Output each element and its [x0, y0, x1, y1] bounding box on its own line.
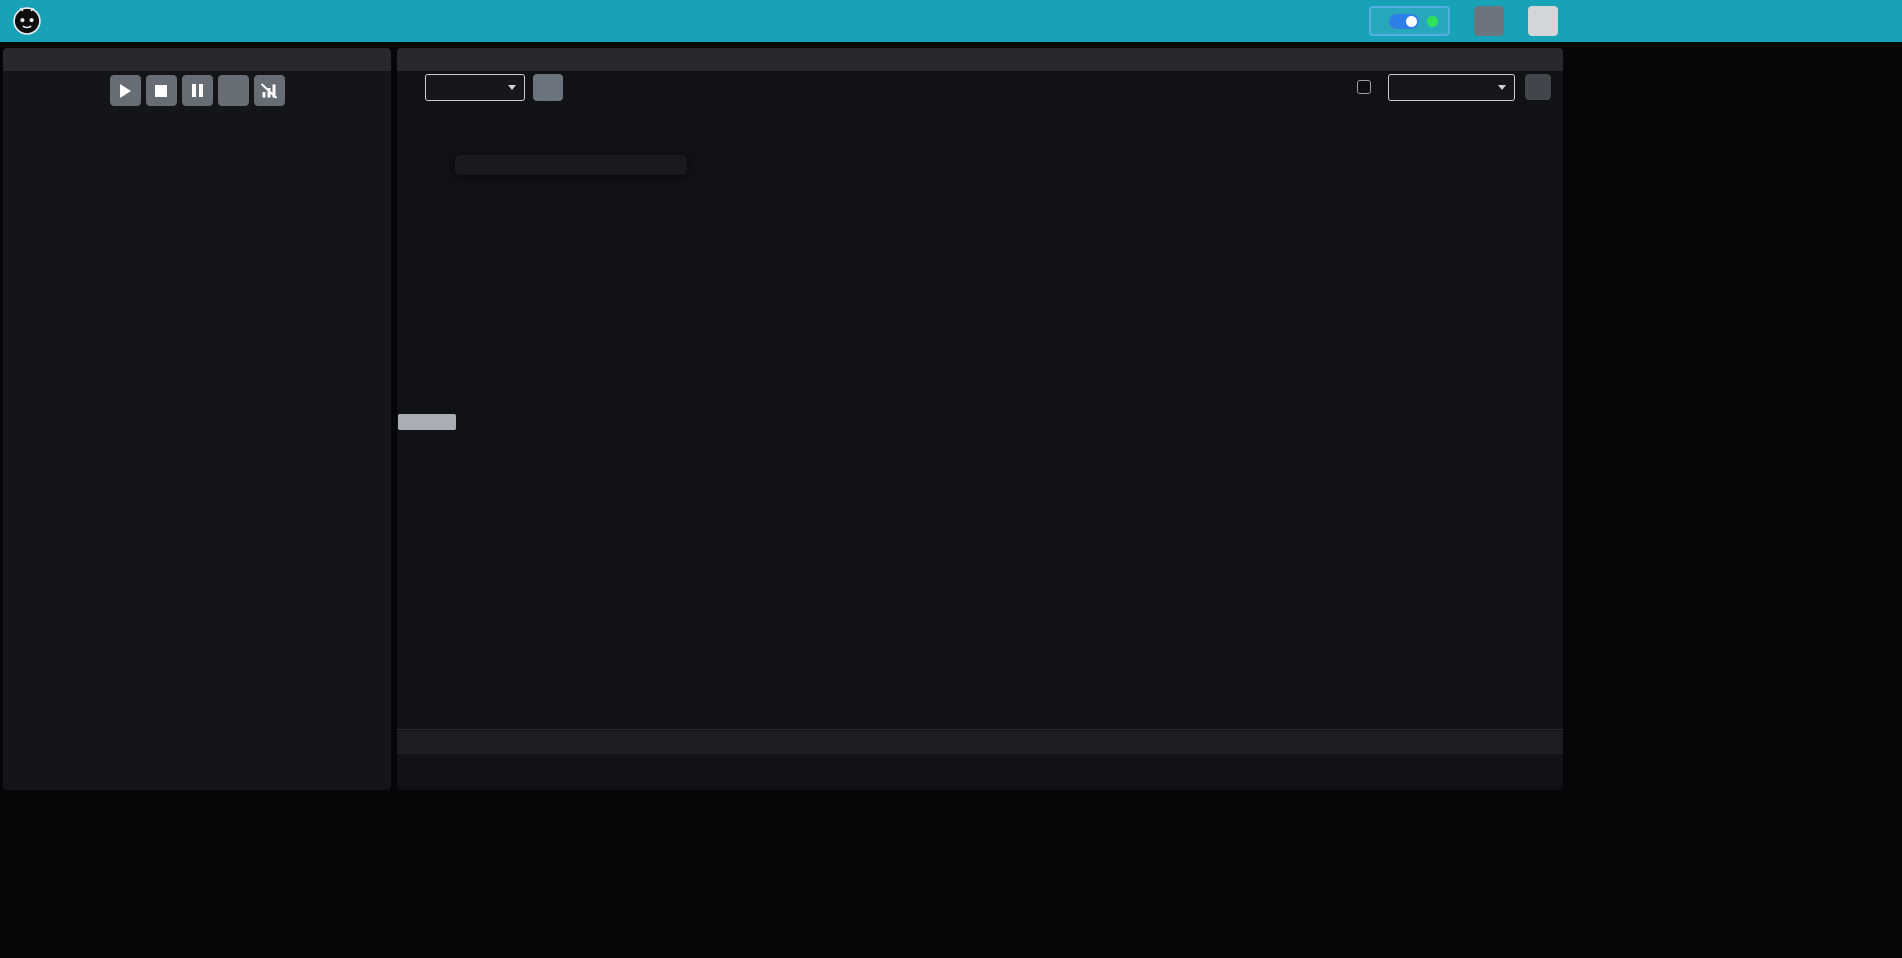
stop-button[interactable]: [145, 75, 177, 106]
open-trades-header-row: [397, 707, 1563, 730]
bot-toggle[interactable]: [1389, 13, 1419, 29]
pair-select[interactable]: [425, 73, 525, 101]
chart-legend: [397, 100, 1557, 117]
bot-selector[interactable]: [1369, 6, 1450, 36]
plot-config-select[interactable]: [1388, 73, 1515, 101]
open-trades-empty-message: [397, 731, 1563, 754]
chart-panel: [397, 48, 1563, 790]
multi-pane-panel: [3, 48, 391, 790]
heikin-ashi-toggle[interactable]: [1357, 80, 1378, 94]
bot-controls: [3, 75, 391, 106]
multi-pane-title: [3, 48, 391, 71]
chart-off-button[interactable]: [253, 75, 285, 106]
stop-icon: [155, 84, 167, 97]
heikin-ashi-checkbox[interactable]: [1357, 80, 1371, 94]
chart-canvas[interactable]: [397, 140, 1563, 682]
navbar-inner: [0, 0, 1566, 42]
pause-button[interactable]: [181, 75, 213, 106]
pair-list: [3, 196, 391, 790]
chevron-down-icon: [1498, 84, 1506, 90]
chart-toolbar: [397, 72, 1563, 102]
price-pointer-tag: [398, 414, 456, 430]
brand[interactable]: [12, 6, 51, 36]
chart-tooltip: [455, 155, 687, 175]
chart-off-icon: [261, 82, 277, 99]
navbar: [0, 0, 1902, 42]
chart-toolbar-right: [1357, 73, 1551, 101]
reload-config-button[interactable]: [217, 75, 249, 106]
bot-online-dot: [1427, 15, 1438, 27]
plot-settings-button[interactable]: [1525, 74, 1551, 100]
avatar[interactable]: [1528, 6, 1558, 36]
pause-icon: [191, 84, 203, 97]
chevron-down-icon: [508, 84, 516, 90]
refresh-chart-button[interactable]: [533, 73, 563, 101]
reload-bot-button[interactable]: [1474, 6, 1504, 36]
navbar-right: [1369, 6, 1558, 36]
play-button[interactable]: [109, 75, 141, 106]
play-icon: [119, 83, 131, 98]
open-trades-title: [397, 48, 1563, 71]
freqtrade-logo-icon: [13, 7, 41, 35]
